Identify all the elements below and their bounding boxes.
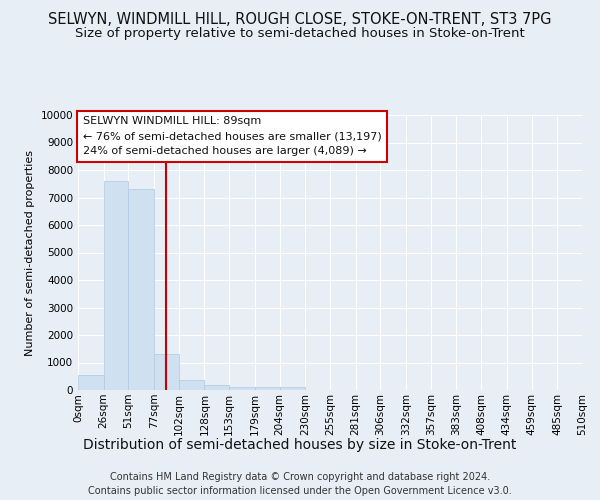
Text: Contains public sector information licensed under the Open Government Licence v3: Contains public sector information licen… — [88, 486, 512, 496]
Bar — [78, 375, 104, 390]
Bar — [280, 387, 305, 390]
Bar — [255, 387, 280, 390]
Bar — [104, 181, 128, 390]
Bar — [205, 385, 229, 390]
Y-axis label: Number of semi-detached properties: Number of semi-detached properties — [25, 150, 35, 356]
Bar — [229, 387, 255, 390]
Bar — [154, 354, 179, 390]
Bar — [128, 189, 154, 390]
Text: SELWYN, WINDMILL HILL, ROUGH CLOSE, STOKE-ON-TRENT, ST3 7PG: SELWYN, WINDMILL HILL, ROUGH CLOSE, STOK… — [48, 12, 552, 28]
Text: Distribution of semi-detached houses by size in Stoke-on-Trent: Distribution of semi-detached houses by … — [83, 438, 517, 452]
Text: Contains HM Land Registry data © Crown copyright and database right 2024.: Contains HM Land Registry data © Crown c… — [110, 472, 490, 482]
Text: SELWYN WINDMILL HILL: 89sqm
← 76% of semi-detached houses are smaller (13,197)
2: SELWYN WINDMILL HILL: 89sqm ← 76% of sem… — [83, 116, 382, 156]
Text: Size of property relative to semi-detached houses in Stoke-on-Trent: Size of property relative to semi-detach… — [75, 28, 525, 40]
Bar — [179, 380, 205, 390]
